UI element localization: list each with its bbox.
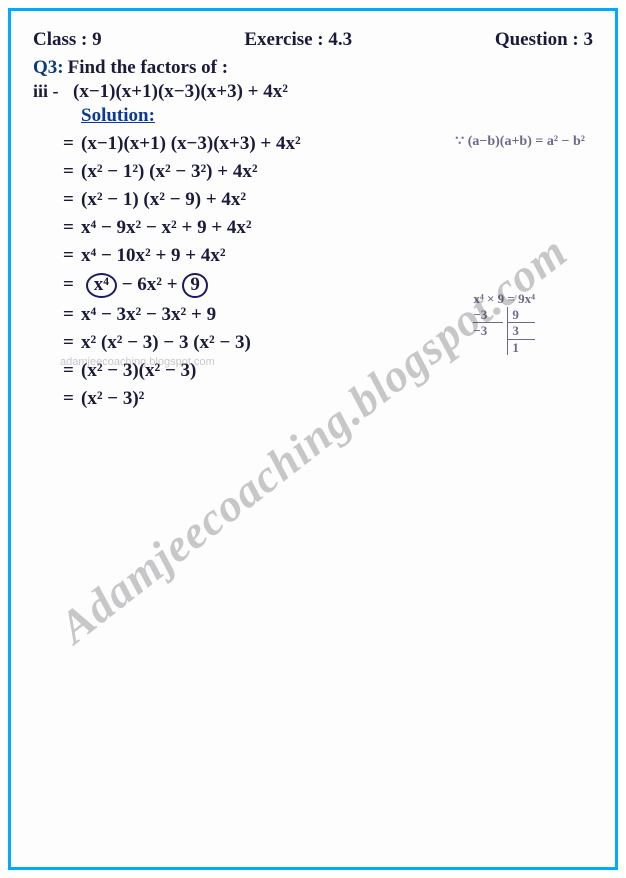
step-8-expr: x² (x² − 3) − 3 (x² − 3) <box>81 332 251 353</box>
step-2-expr: (x² − 1²) (x² − 3²) + 4x² <box>81 161 258 182</box>
scratch-r3a <box>473 339 503 356</box>
factor-scratch: x⁴ × 9 = 9x⁴ −3 9 −3 3 1 <box>473 291 535 355</box>
question-number-label: Question : 3 <box>495 29 593 51</box>
scratch-r3b: 1 <box>507 339 535 356</box>
step-6-mid: − 6x² + <box>122 274 178 295</box>
problem-row: iii - (x−1)(x+1)(x−3)(x+3) + 4x² <box>33 81 593 103</box>
scratch-r1b: 9 <box>507 307 535 323</box>
step-1-expr: (x−1)(x+1) (x−3)(x+3) + 4x² <box>81 133 301 154</box>
question-line: Q3: Find the factors of : <box>33 57 593 79</box>
question-prompt: Find the factors of : <box>68 57 228 78</box>
solution-heading: Solution: <box>81 105 593 127</box>
step-5: =x⁴ − 10x² + 9 + 4x² <box>63 245 593 267</box>
step-10: =(x² − 3)² <box>63 388 593 410</box>
step-2: =(x² − 1²) (x² − 3²) + 4x² <box>63 161 593 183</box>
scratch-r2a: −3 <box>473 322 503 339</box>
circled-term-2: 9 <box>182 273 208 298</box>
problem-expression: (x−1)(x+1)(x−3)(x+3) + 4x² <box>73 81 288 103</box>
step-10-expr: (x² − 3)² <box>81 388 144 409</box>
step-5-expr: x⁴ − 10x² + 9 + 4x² <box>81 245 226 266</box>
step-4: =x⁴ − 9x² − x² + 9 + 4x² <box>63 217 593 239</box>
scratch-grid: −3 9 −3 3 1 <box>473 307 535 356</box>
step-3: =(x² − 1) (x² − 9) + 4x² <box>63 189 593 211</box>
step-7-expr: x⁴ − 3x² − 3x² + 9 <box>81 304 216 325</box>
exercise-label: Exercise : 4.3 <box>244 29 352 51</box>
part-label: iii - <box>33 81 69 102</box>
step-4-expr: x⁴ − 9x² − x² + 9 + 4x² <box>81 217 252 238</box>
question-tag: Q3: <box>33 57 64 78</box>
scratch-title: x⁴ × 9 = 9x⁴ <box>473 291 535 307</box>
scratch-r2b: 3 <box>507 322 535 339</box>
step-3-expr: (x² − 1) (x² − 9) + 4x² <box>81 189 246 210</box>
circled-term-1: x⁴ <box>86 273 117 298</box>
class-label: Class : 9 <box>33 29 102 51</box>
scratch-r1a: −3 <box>473 307 503 323</box>
page-frame: Class : 9 Exercise : 4.3 Question : 3 Q3… <box>8 8 618 870</box>
identity-note: ∵ (a−b)(a+b) = a² − b² <box>455 133 585 150</box>
header-row: Class : 9 Exercise : 4.3 Question : 3 <box>33 29 593 51</box>
small-watermark: adamjeecoaching.blogspot.com <box>60 356 215 368</box>
